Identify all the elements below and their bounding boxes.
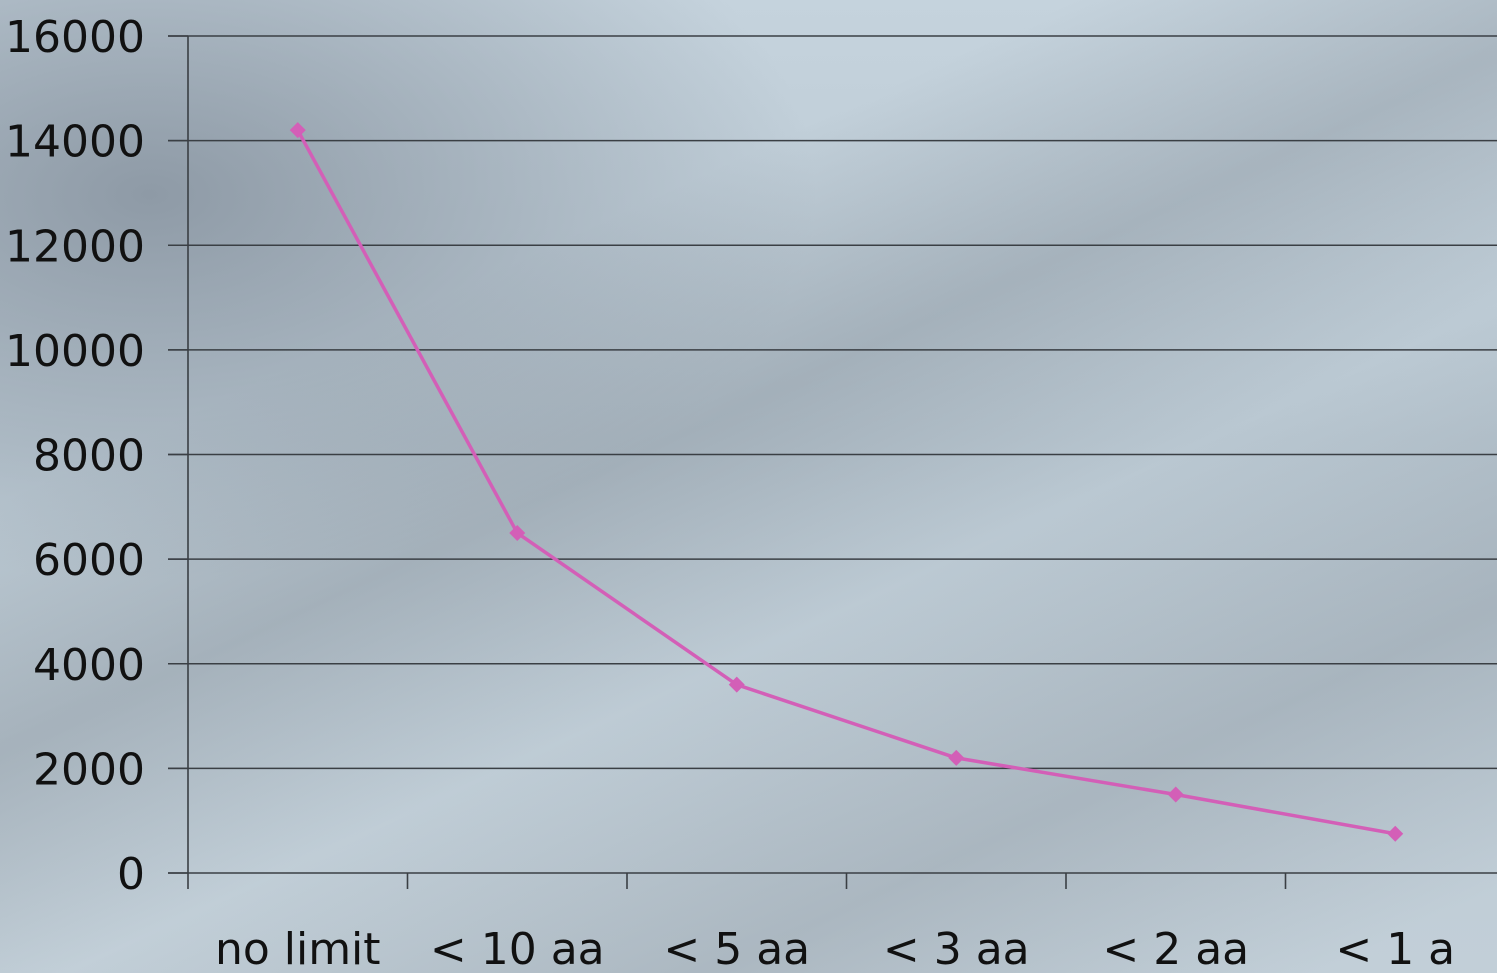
data-point-marker xyxy=(728,676,745,693)
data-point-marker xyxy=(948,749,965,766)
y-tick-label: 12000 xyxy=(5,221,145,272)
data-point-marker xyxy=(1387,825,1404,842)
x-category-label: < 5 aa xyxy=(663,924,810,973)
gridlines xyxy=(168,35,1497,770)
x-category-label: < 10 aa xyxy=(430,924,605,973)
data-point-marker xyxy=(1167,786,1184,803)
series-markers xyxy=(289,122,1404,842)
y-tick-label: 0 xyxy=(117,849,145,900)
x-axis-category-labels: no limit < 10 aa < 5 aa < 3 aa < 2 aa < 1 a xyxy=(215,924,1455,973)
y-tick-label: 8000 xyxy=(33,431,145,482)
y-tick-label: 4000 xyxy=(33,640,145,691)
data-point-marker xyxy=(509,524,526,541)
x-category-label: < 2 aa xyxy=(1102,924,1249,973)
axes xyxy=(168,35,1497,889)
y-tick-label: 10000 xyxy=(5,326,145,377)
x-category-label: < 1 a xyxy=(1335,924,1455,973)
y-tick-label: 6000 xyxy=(33,535,145,586)
x-category-label: no limit xyxy=(215,924,381,973)
y-tick-label: 14000 xyxy=(5,117,145,168)
y-axis-tick-labels: 0 2000 4000 6000 8000 10000 12000 14000 16000 xyxy=(5,12,145,900)
y-tick-label: 2000 xyxy=(33,744,145,795)
series-line-path xyxy=(296,129,1396,836)
y-tick-label: 16000 xyxy=(5,12,145,63)
series-line xyxy=(296,129,1396,836)
data-point-marker xyxy=(289,122,306,139)
x-category-label: < 3 aa xyxy=(883,924,1030,973)
